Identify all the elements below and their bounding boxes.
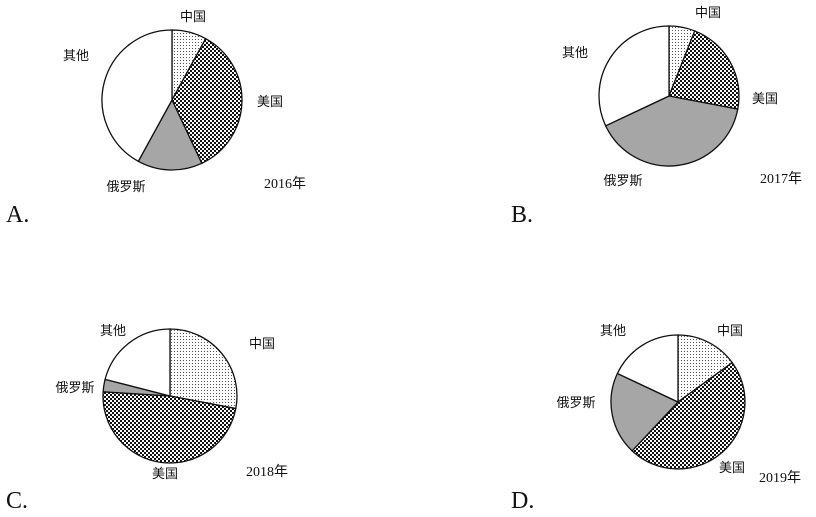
label-china-a: 中国	[180, 10, 206, 25]
year-label-c: 2018年	[246, 464, 288, 480]
pie-chart-d: 中国 美国 俄罗斯 其他 2019年 D.	[511, 324, 801, 514]
pie-slice-other-c	[104, 328, 171, 397]
pie-slices-c	[102, 328, 238, 464]
label-usa-c: 美国	[152, 467, 178, 482]
pie-slice-usa-d	[631, 361, 746, 470]
pie-slice-usa-b	[668, 30, 740, 110]
label-other-b: 其他	[562, 46, 588, 61]
pie-slice-china-d	[677, 334, 734, 404]
pie-slice-china-c	[169, 328, 238, 410]
pie-slice-other-a	[101, 29, 173, 163]
option-label-c: C.	[6, 488, 28, 514]
label-usa-d: 美国	[719, 461, 745, 476]
label-russia-a: 俄罗斯	[106, 180, 145, 195]
label-usa-b: 美国	[752, 92, 778, 107]
label-other-a: 其他	[63, 49, 89, 64]
pie-slice-other-b	[598, 25, 670, 127]
year-label-b: 2017年	[760, 171, 802, 187]
year-label-a: 2016年	[264, 176, 306, 192]
pie-slices-a	[101, 29, 243, 171]
pie-slices-b	[598, 25, 740, 167]
pie-chart-b: 中国 美国 俄罗斯 其他 2017年 B.	[511, 6, 802, 228]
pie-slice-russia-b	[604, 95, 739, 167]
pie-slice-usa-c	[102, 391, 237, 464]
pie-slice-other-d	[616, 334, 679, 404]
option-label-b: B.	[511, 202, 533, 228]
label-russia-d: 俄罗斯	[556, 396, 595, 411]
label-china-c: 中国	[249, 337, 275, 352]
pie-slice-russia-a	[137, 98, 203, 171]
label-russia-c: 俄罗斯	[55, 381, 94, 396]
label-other-d: 其他	[600, 324, 626, 339]
pie-slice-russia-d	[610, 372, 680, 452]
option-label-a: A.	[6, 202, 29, 228]
pie-chart-c: 中国 美国 俄罗斯 其他 2018年 C.	[6, 324, 288, 514]
pie-chart-a: 中国 美国 俄罗斯 其他 2016年 A.	[6, 10, 306, 228]
label-russia-b: 俄罗斯	[603, 174, 642, 189]
pie-slices-d	[610, 334, 746, 470]
label-china-d: 中国	[717, 324, 743, 339]
option-label-d: D.	[511, 488, 534, 514]
pie-slice-usa-a	[171, 37, 243, 165]
label-usa-a: 美国	[257, 95, 283, 110]
label-china-b: 中国	[695, 6, 721, 21]
year-label-d: 2019年	[759, 470, 801, 486]
label-other-c: 其他	[100, 324, 126, 339]
